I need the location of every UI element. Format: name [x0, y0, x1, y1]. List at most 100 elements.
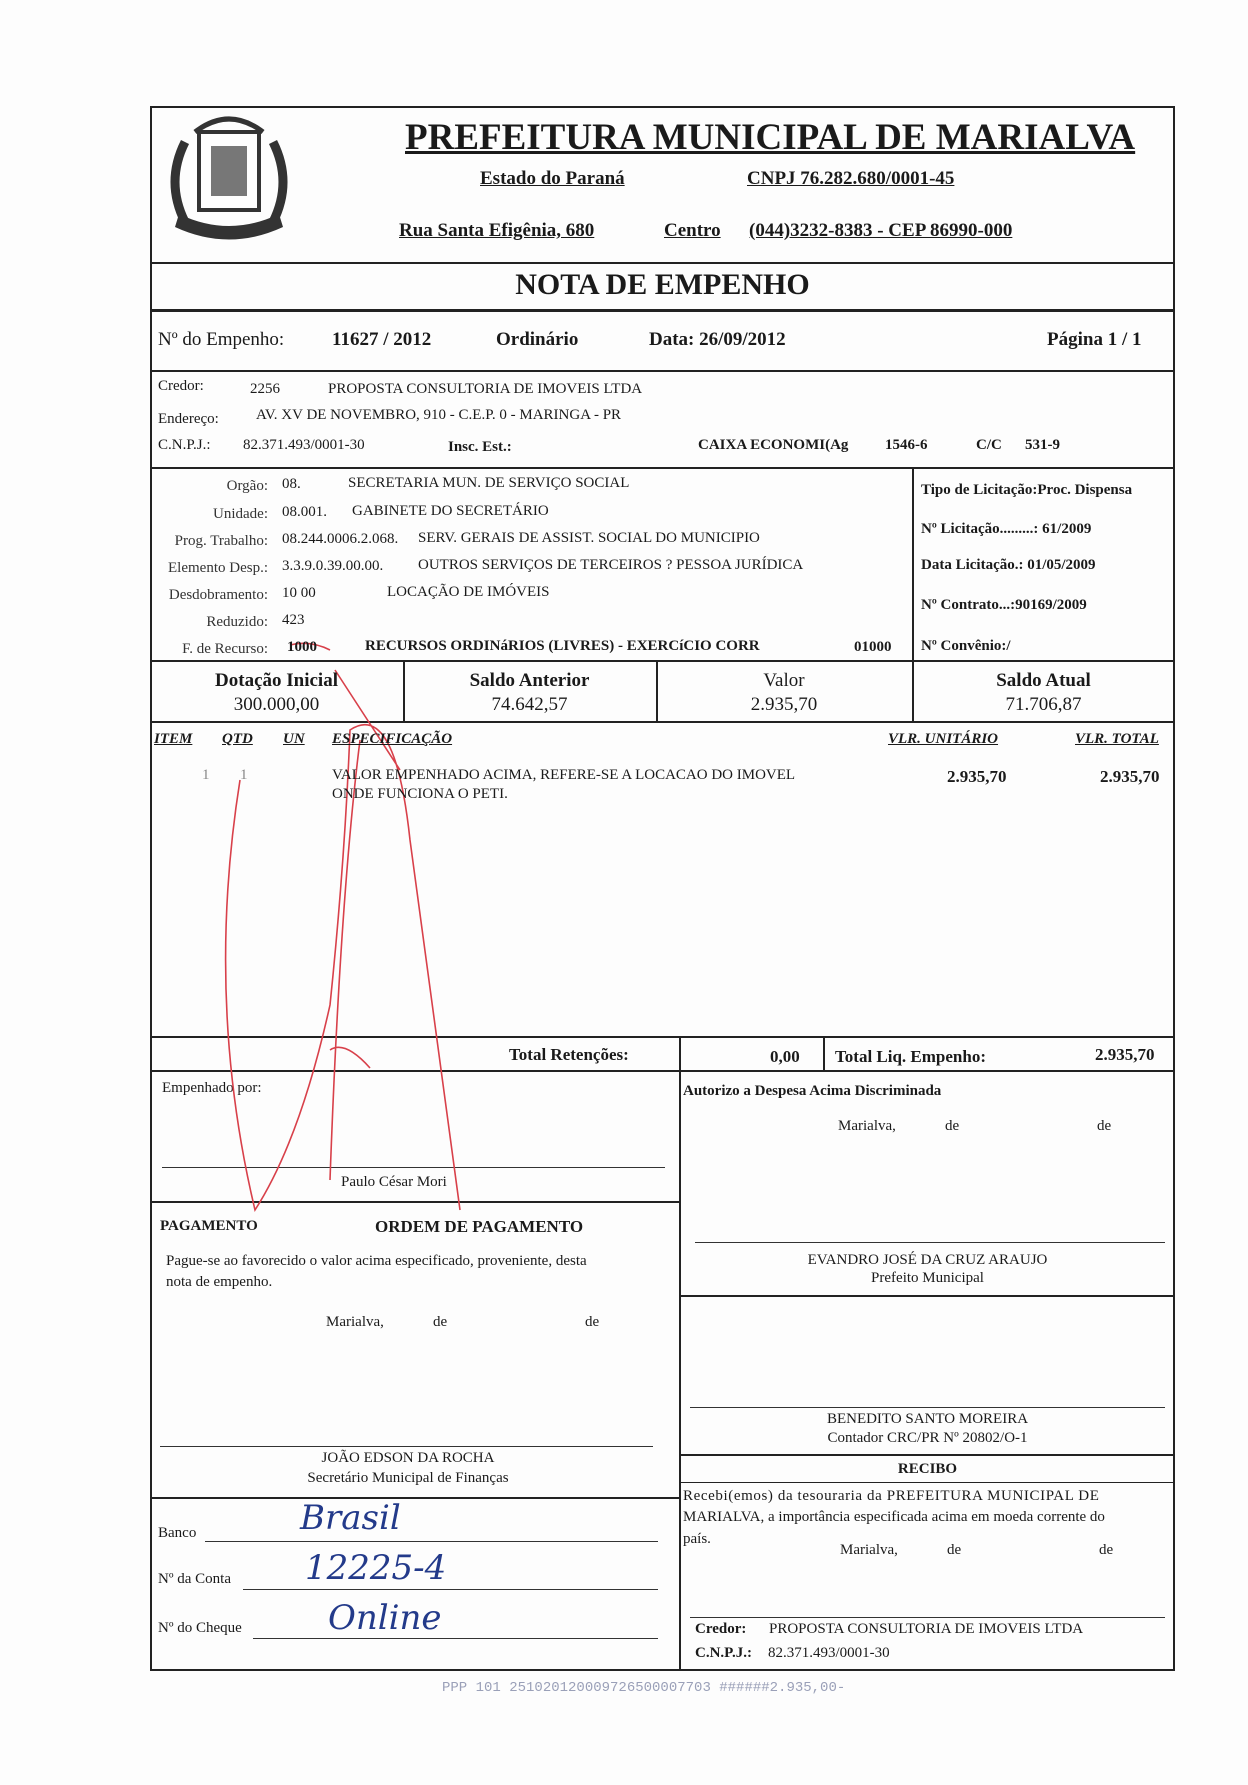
state-name: Estado do Paraná: [480, 168, 625, 189]
item-unit-value: 2.935,70: [947, 767, 1007, 786]
saldo-label: Saldo Anterior: [469, 670, 590, 691]
pagamento-place: Marialva,: [326, 1314, 384, 1330]
signature-line: [690, 1617, 1165, 1618]
recibo-de: de: [947, 1542, 962, 1558]
saldo-value: 300.000,00: [233, 694, 320, 715]
recibo-text: MARIALVA, a importância especificada aci…: [683, 1509, 1105, 1525]
divider: [150, 721, 1175, 723]
conta-label: Nº da Conta: [158, 1571, 231, 1587]
dotacao-label: Orgão:: [226, 478, 268, 494]
prefeitura-title: PREFEITURA MUNICIPAL DE MARIALVA: [405, 117, 1136, 158]
item-total-value: 2.935,70: [1100, 767, 1160, 786]
empenho-number-label: Nº do Empenho:: [158, 329, 285, 350]
recibo-credor: PROPOSTA CONSULTORIA DE IMOVEIS LTDA: [769, 1621, 1084, 1637]
contador-name: BENEDITO SANTO MOREIRA: [826, 1411, 1029, 1427]
dotacao-label: Reduzido:: [206, 614, 268, 630]
cnpj-label: C.N.P.J.:: [158, 437, 211, 453]
recibo-de: de: [1099, 1542, 1114, 1558]
dotacao-label: F. de Recurso:: [182, 641, 268, 657]
divider: [823, 1036, 825, 1070]
divider: [150, 660, 1175, 662]
dotacao-code: 08.244.0006.2.068.: [282, 531, 399, 547]
credor-agency: 1546-6: [885, 437, 928, 453]
divider: [150, 1497, 680, 1499]
pagamento-de: de: [433, 1314, 448, 1330]
empenhado-label: Empenhado por:: [162, 1080, 262, 1096]
autorizo-label: Autorizo a Despesa Acima Discriminada: [683, 1083, 942, 1099]
item-number: 1: [202, 767, 210, 783]
autorizo-de: de: [945, 1118, 960, 1134]
dotacao-description: SECRETARIA MUN. DE SERVIÇO SOCIAL: [348, 475, 630, 491]
dotacao-code: 1000: [287, 639, 317, 655]
pagamento-de: de: [585, 1314, 600, 1330]
cheque-line: [253, 1638, 658, 1639]
licitacao-field: Nº Contrato...:90169/2009: [921, 597, 1087, 613]
licitacao-field: Data Licitação.: 01/05/2009: [921, 557, 1096, 573]
dotacao-label: Desdobramento:: [168, 587, 268, 603]
banco-line: [205, 1541, 658, 1542]
credor-code: 2256: [250, 381, 280, 397]
dotacao-description: RECURSOS ORDINáRIOS (LIVRES) - EXERCíCIO…: [365, 638, 760, 654]
saldo-value: 2.935,70: [750, 694, 818, 715]
municipal-seal-icon: [170, 116, 288, 240]
recibo-text: país.: [683, 1531, 711, 1547]
item-qty: 1: [240, 767, 248, 783]
saldo-label: Valor: [763, 670, 805, 691]
signature-line: [160, 1446, 653, 1447]
dotacao-description: SERV. GERAIS DE ASSIST. SOCIAL DO MUNICI…: [418, 530, 760, 546]
pagamento-text: nota de empenho.: [166, 1274, 273, 1290]
recibo-cnpj: 82.371.493/0001-30: [768, 1645, 890, 1661]
empenho-number: 11627 / 2012: [332, 329, 432, 350]
conta-line: [243, 1589, 658, 1590]
dotacao-label: Prog. Trabalho:: [174, 533, 268, 549]
dotacao-code: 423: [282, 612, 305, 628]
licitacao-field: Nº Licitação.........: 61/2009: [921, 521, 1092, 537]
dotacao-description: GABINETE DO SECRETÁRIO: [352, 503, 549, 519]
cheque-label: Nº do Cheque: [158, 1620, 242, 1636]
prefeito-name: EVANDRO JOSÉ DA CRUZ ARAUJO: [807, 1252, 1048, 1268]
column-header: ESPECIFICAÇÃO: [332, 731, 453, 747]
dotacao-label: Unidade:: [213, 506, 268, 522]
licitacao-field: Tipo de Licitação:Proc. Dispensa: [921, 482, 1133, 498]
credor-bank: CAIXA ECONOMI(Ag: [698, 437, 849, 453]
column-header: QTD: [222, 731, 253, 747]
licitacao-field: Nº Convênio:/: [921, 638, 1011, 654]
document-frame: [150, 106, 1175, 1671]
signature-line: [695, 1242, 1165, 1243]
insc-label: Insc. Est.:: [448, 439, 512, 455]
divider: [150, 1201, 680, 1203]
empenhado-name: Paulo César Mori: [341, 1174, 447, 1190]
credor-name: PROPOSTA CONSULTORIA DE IMOVEIS LTDA: [328, 381, 643, 397]
column-header: ITEM: [154, 731, 193, 747]
divider: [150, 370, 1175, 372]
signature-line: [690, 1407, 1165, 1408]
recibo-text: Recebi(emos) da tesouraria da PREFEITURA…: [683, 1488, 1100, 1504]
saldo-value: 74.642,57: [491, 694, 568, 715]
divider: [679, 1295, 1175, 1297]
divider: [679, 1454, 1175, 1456]
banco-handwritten: Brasil: [300, 1498, 401, 1538]
signature-line: [162, 1167, 665, 1168]
dotacao-description: OUTROS SERVIÇOS DE TERCEIROS ? PESSOA JU…: [418, 557, 804, 573]
secretario-name: JOÃO EDSON DA ROCHA: [321, 1450, 495, 1466]
divider: [150, 309, 1175, 312]
divider: [150, 467, 1175, 469]
divider: [150, 1036, 1175, 1038]
column-header: UN: [283, 731, 305, 747]
recibo-place: Marialva,: [840, 1542, 898, 1558]
divider: [150, 1070, 1175, 1072]
total-liquido-label: Total Liq. Empenho:: [835, 1047, 986, 1066]
recibo-credor-label: Credor:: [695, 1621, 747, 1637]
page-number: Página 1 / 1: [1047, 329, 1142, 350]
recibo-cnpj-label: C.N.P.J.:: [695, 1645, 752, 1661]
credor-cnpj: 82.371.493/0001-30: [243, 437, 365, 453]
dotacao-description: LOCAÇÃO DE IMÓVEIS: [387, 584, 550, 600]
total-liquido: 2.935,70: [1095, 1045, 1155, 1064]
credor-label: Credor:: [158, 378, 204, 394]
item-specification: VALOR EMPENHADO ACIMA, REFERE-SE A LOCAC…: [332, 767, 796, 783]
pagamento-label: PAGAMENTO: [160, 1218, 258, 1234]
dotacao-code: 10 00: [282, 585, 316, 601]
divider: [912, 660, 914, 721]
divider: [656, 660, 658, 721]
dotacao-extra: 01000: [854, 639, 892, 655]
